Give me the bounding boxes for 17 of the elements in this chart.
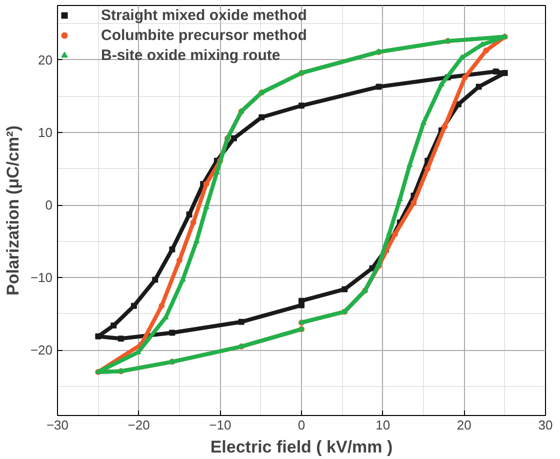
legend-label: Straight mixed oxide method: [101, 6, 307, 24]
x-tick-label: 20: [456, 418, 472, 432]
x-axis-title: Electric field ( kV/mm ): [210, 438, 393, 456]
legend-label: B-site oxide mixing route: [101, 46, 280, 64]
x-tick-label: −10: [209, 418, 232, 432]
x-tick-label: 10: [376, 418, 390, 432]
y-tick-label: 10: [38, 124, 53, 140]
y-tick-label: 0: [45, 198, 53, 213]
x-tick-label: 30: [538, 418, 553, 432]
x-tick-label: 0: [298, 418, 306, 432]
y-tick-label: −10: [30, 270, 53, 286]
y-tick-label: −20: [30, 342, 53, 358]
x-tick-label: −20: [128, 418, 150, 432]
x-tick-label: −30: [46, 418, 69, 432]
legend-label: Columbite precursor method: [101, 26, 307, 44]
y-axis-title: Polarization (μC/cm²): [3, 125, 22, 296]
y-tick-label: 20: [38, 52, 53, 68]
